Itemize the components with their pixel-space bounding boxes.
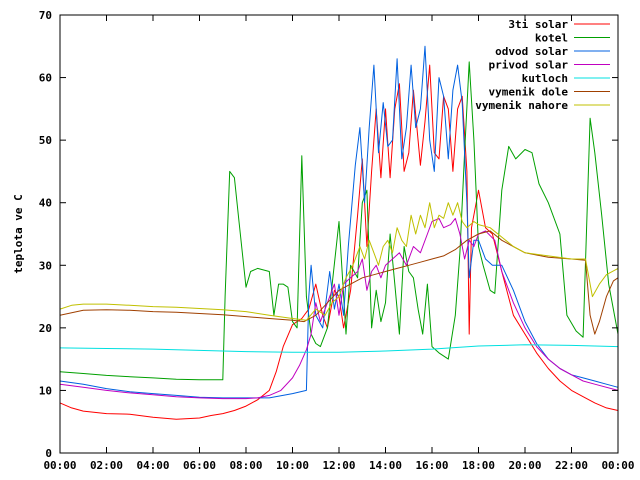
y-tick-label: 40	[39, 197, 52, 210]
y-tick-label: 30	[39, 259, 52, 272]
axis-ticks: 0 10 20 30 40 50 60 70 00:00 02:00 04:00 06:00 08:00…	[39, 9, 635, 472]
x-tick-label: 08:00	[229, 459, 262, 472]
legend-label: odvod solar	[495, 45, 568, 58]
y-tick-label: 60	[39, 72, 52, 85]
y-tick-label: 70	[39, 9, 52, 22]
x-tick-label: 12:00	[322, 459, 355, 472]
x-tick-label: 18:00	[462, 459, 495, 472]
series-line-5	[59, 344, 619, 353]
x-tick-label: 14:00	[369, 459, 402, 472]
y-tick-label: 10	[39, 384, 52, 397]
x-tick-label: 10:00	[276, 459, 309, 472]
legend-label: vymenik dole	[489, 86, 569, 99]
legend-label: vymenik nahore	[475, 99, 568, 112]
legend-label: privod solar	[489, 59, 569, 72]
series-line-7	[59, 202, 619, 321]
y-tick-label: 20	[39, 322, 52, 335]
legend-label: kutloch	[522, 72, 568, 85]
series-line-1	[59, 64, 619, 420]
series-line-4	[59, 217, 619, 400]
series-line-2	[59, 61, 619, 381]
y-tick-label: 0	[45, 447, 52, 460]
legend-label: kotel	[535, 32, 568, 45]
x-tick-label: 02:00	[90, 459, 123, 472]
x-tick-label: 22:00	[555, 459, 588, 472]
x-tick-label: 20:00	[508, 459, 541, 472]
y-tick-label: 50	[39, 134, 52, 147]
legend-label: 3ti solar	[508, 18, 568, 31]
series-layer	[59, 45, 619, 420]
x-tick-label: 04:00	[136, 459, 169, 472]
x-tick-label: 00:00	[601, 459, 634, 472]
y-axis-title: teplota ve C	[12, 194, 25, 273]
x-tick-label: 00:00	[43, 459, 76, 472]
series-line-6	[59, 230, 619, 335]
x-tick-label: 16:00	[415, 459, 448, 472]
x-tick-label: 06:00	[183, 459, 216, 472]
